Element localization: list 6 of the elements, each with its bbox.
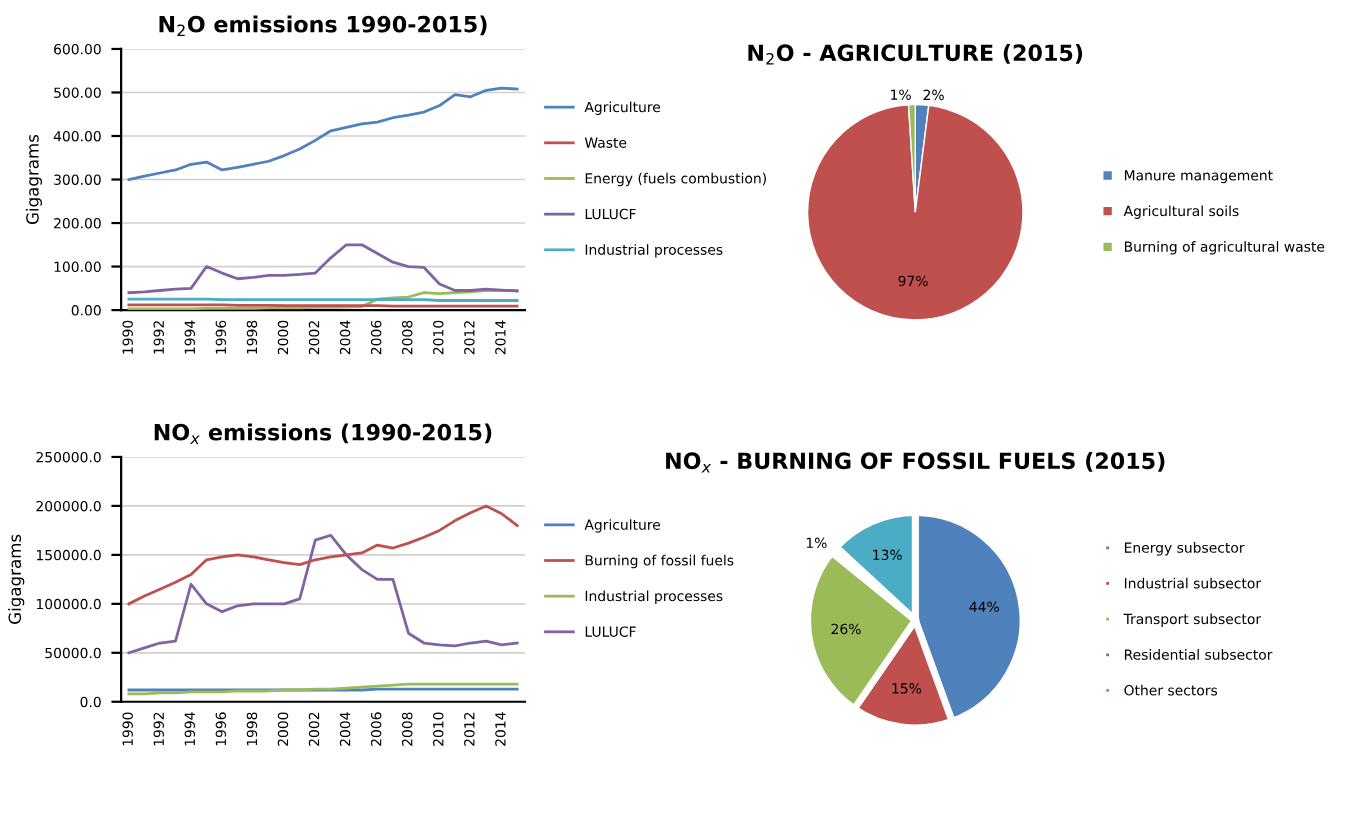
chart-title: N$_{2}$O emissions 1990-2015) (159, 15, 487, 36)
chart-title: NO$_{x}$ emissions (1990-2015) (154, 423, 492, 444)
chart-title: N$_{2}$O - AGRICULTURE (2015) (748, 44, 1083, 65)
y-axis-title: Gigagrams (8, 534, 25, 624)
y-axis-title: Gigagrams (25, 134, 42, 225)
chart-title: NO$_{x}$ - BURNING OF FOSSIL FUELS (2015) (666, 452, 1165, 473)
